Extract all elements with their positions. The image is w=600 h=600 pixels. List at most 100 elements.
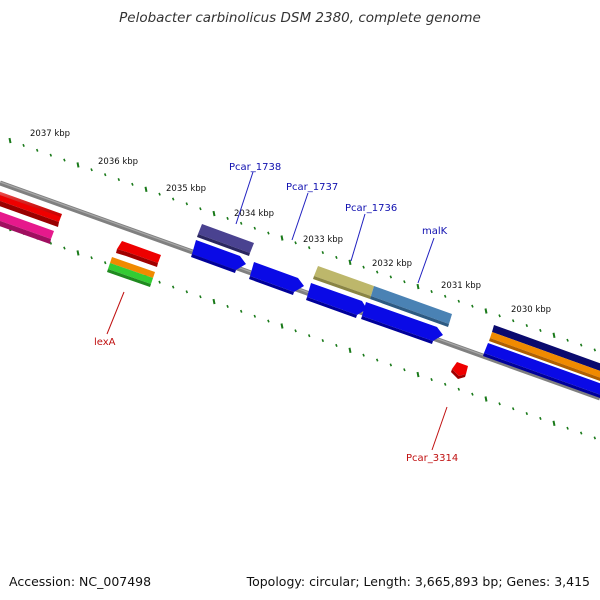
gene-navy-right[interactable] — [492, 325, 600, 372]
leader-pcar-1737 — [291, 192, 309, 241]
outer-minor-tick — [321, 251, 325, 255]
outer-minor-tick — [511, 319, 515, 323]
outer-major-tick — [144, 186, 148, 192]
inner-major-tick — [280, 323, 284, 329]
gene-red-left-edge — [0, 200, 59, 227]
outer-minor-tick — [403, 280, 406, 284]
gene-label-pcar-1736: Pcar_1736 — [345, 203, 397, 214]
inner-minor-tick — [49, 241, 53, 245]
inner-minor-tick — [321, 339, 325, 343]
gene-label-pcar-1737: Pcar_1737 — [286, 182, 338, 193]
outer-minor-tick — [267, 231, 270, 235]
outer-major-tick — [348, 259, 352, 265]
outer-minor-tick — [389, 275, 393, 279]
inner-minor-tick — [199, 295, 202, 299]
inner-minor-tick — [63, 246, 66, 250]
gene-red-lexA[interactable] — [117, 241, 161, 263]
gene-orange-lexA[interactable] — [110, 257, 155, 278]
outer-minor-tick — [579, 343, 583, 347]
gene-blue-4[interactable] — [362, 302, 443, 341]
gene-pcar-3314[interactable] — [452, 362, 468, 376]
inner-minor-tick — [239, 309, 243, 313]
kbp-label-2036: 2036 kbp — [98, 157, 138, 167]
length-label: Length: — [363, 574, 411, 589]
topology-value: circular — [309, 574, 356, 589]
gene-pcar-1738[interactable] — [198, 224, 254, 253]
leader-lexa — [106, 291, 125, 335]
map-title: Pelobacter carbinolicus DSM 2380, comple… — [119, 10, 481, 26]
gene-red-lexA-edge — [116, 249, 158, 267]
outer-tick-row — [8, 137, 597, 352]
leader-pcar-3314 — [431, 406, 448, 451]
outer-minor-tick — [103, 173, 107, 177]
outer-minor-tick — [525, 324, 529, 328]
inner-minor-tick — [294, 329, 297, 333]
outer-minor-tick — [90, 168, 93, 172]
gene-green-lexA[interactable] — [108, 263, 153, 284]
inner-major-tick — [76, 250, 80, 256]
outer-minor-tick — [593, 348, 597, 352]
gene-blue-right[interactable] — [484, 343, 600, 395]
gene-blue-1[interactable] — [192, 240, 246, 270]
gene-pcar-3314-edge — [451, 369, 466, 379]
outer-major-tick — [8, 137, 12, 144]
gene-malk-edge — [370, 296, 449, 327]
genome-stats: Topology: circular; Length: 3,665,893 bp… — [246, 574, 590, 589]
kbp-label-2033: 2033 kbp — [303, 235, 343, 245]
inner-minor-tick — [226, 304, 229, 308]
gene-label-malk: malK — [422, 226, 448, 237]
inner-minor-tick — [511, 407, 515, 411]
gene-pcar-1736[interactable] — [314, 266, 374, 296]
outer-minor-tick — [253, 226, 257, 230]
outer-major-tick — [552, 332, 556, 338]
outer-minor-tick — [457, 299, 461, 303]
inner-minor-tick — [498, 402, 501, 406]
genes-label: Genes: — [506, 574, 551, 589]
outer-minor-tick — [539, 328, 542, 332]
inner-minor-tick — [185, 290, 189, 294]
inner-minor-tick — [443, 382, 447, 386]
inner-major-tick — [484, 396, 488, 402]
outer-minor-tick — [131, 182, 134, 186]
outer-minor-tick — [158, 192, 161, 196]
inner-major-tick — [348, 347, 352, 353]
inner-minor-tick — [103, 261, 107, 265]
outer-major-tick — [416, 283, 420, 290]
outer-minor-tick — [35, 148, 39, 152]
topology-label: Topology: — [246, 574, 306, 589]
genes-value: 3,415 — [554, 574, 590, 589]
inner-minor-tick — [525, 412, 529, 416]
outer-minor-tick — [117, 178, 121, 182]
outer-minor-tick — [294, 241, 297, 245]
gene-blue-4-edge — [361, 316, 433, 344]
gene-magenta-left-edge — [0, 220, 51, 244]
inner-minor-tick — [593, 436, 597, 440]
outer-minor-tick — [185, 202, 189, 206]
accession-value: NC_007498 — [79, 574, 152, 589]
inner-minor-tick — [158, 280, 161, 284]
outer-minor-tick — [471, 304, 474, 308]
gene-orange-right[interactable] — [490, 332, 600, 378]
outer-minor-tick — [335, 255, 338, 259]
outer-minor-tick — [307, 246, 311, 250]
accession-info: Accession: NC_007498 — [9, 574, 151, 589]
gene-magenta-left[interactable] — [0, 210, 54, 239]
inner-minor-tick — [539, 416, 542, 420]
gene-blue-3-edge — [306, 297, 357, 318]
gene-blue-2[interactable] — [250, 262, 304, 292]
genome-backbone — [0, 180, 600, 401]
outer-minor-tick — [171, 197, 175, 201]
gene-label-pcar-1738: Pcar_1738 — [229, 162, 281, 173]
inner-minor-tick — [171, 285, 175, 289]
inner-minor-tick — [267, 319, 270, 323]
gene-blue-3[interactable] — [307, 283, 367, 315]
kbp-label-2031: 2031 kbp — [441, 281, 481, 291]
kbp-label-2035: 2035 kbp — [166, 184, 206, 194]
outer-major-tick — [280, 235, 284, 241]
kbp-label-2037: 2037 kbp — [30, 129, 70, 139]
gene-malk[interactable] — [371, 286, 452, 324]
outer-minor-tick — [375, 270, 379, 274]
inner-minor-tick — [362, 353, 365, 357]
gene-label-pcar-3314: Pcar_3314 — [406, 453, 458, 464]
outer-major-tick — [212, 210, 216, 217]
